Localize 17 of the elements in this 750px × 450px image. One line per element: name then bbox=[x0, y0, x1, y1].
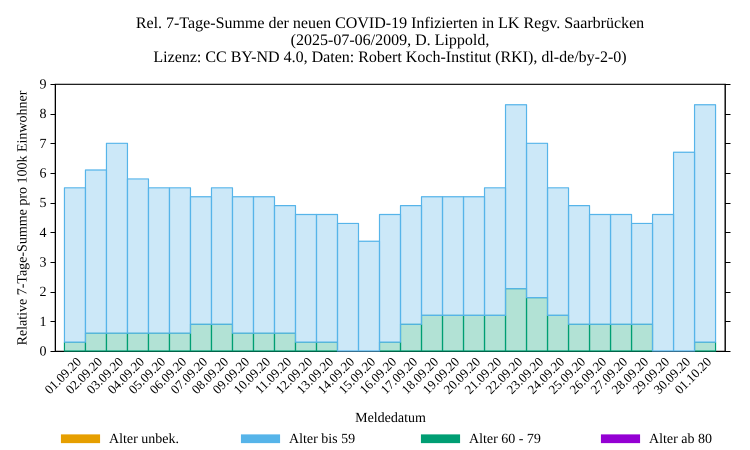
legend-label: Alter ab 80 bbox=[649, 432, 712, 447]
y-tick-label: 5 bbox=[40, 196, 46, 212]
y-tick-label: 9 bbox=[40, 78, 46, 92]
y-tick-label: 8 bbox=[40, 107, 46, 122]
y-tick-label: 6 bbox=[40, 166, 46, 182]
y-tick-label: 4 bbox=[40, 226, 46, 241]
x-axis-title: Meldedatum bbox=[355, 410, 426, 426]
legend-label: Alter 60 - 79 bbox=[469, 432, 541, 447]
y-tick-label: 2 bbox=[40, 285, 46, 300]
y-tick-label: 3 bbox=[40, 256, 46, 270]
y-axis-title: Relative 7-Tage-Summe pro 100k Einwohner bbox=[16, 90, 30, 346]
y-tick-label: 7 bbox=[40, 136, 46, 152]
legend-label: Alter unbek. bbox=[109, 432, 179, 447]
legend-label: Alter bis 59 bbox=[289, 432, 356, 447]
y-tick-label: 1 bbox=[40, 314, 46, 330]
y-tick-label: 0 bbox=[40, 344, 46, 360]
chart-title: Rel. 7-Tage-Summe der neuen COVID-19 Infizierten in LK Regv. Saarbrücken (2025-07-06/2009, D. Lippold, Lizenz: CC BY-ND 4.0, Daten: Robert Koch-Institut (RKI), dl-de/by-2-0) bbox=[136, 15, 644, 66]
